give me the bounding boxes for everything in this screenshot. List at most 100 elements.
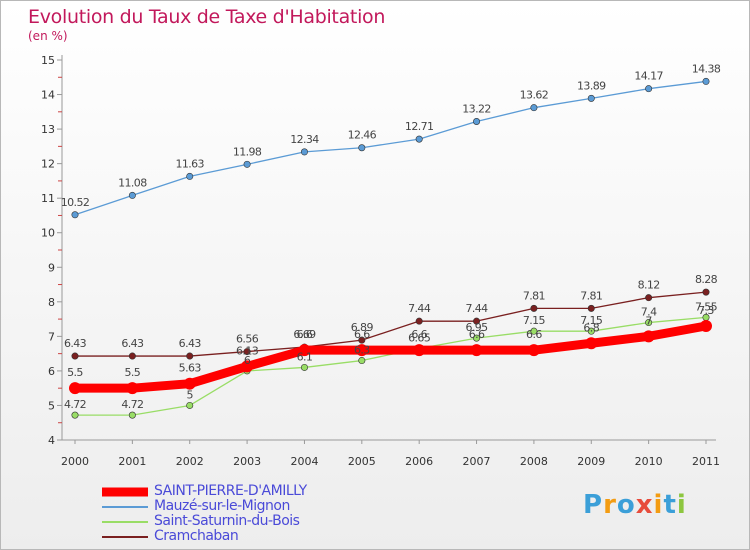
data-label: 5.5 (67, 366, 83, 379)
data-point (355, 344, 368, 357)
data-label: 8.12 (638, 279, 660, 292)
data-point (183, 377, 196, 390)
data-point (71, 211, 79, 219)
data-label: 6 (244, 354, 251, 367)
legend: SAINT-PIERRE-D'AMILLY Mauzé-sur-le-Migno… (100, 484, 307, 544)
data-point (243, 160, 251, 168)
data-label: 6.3 (354, 344, 370, 357)
data-point (186, 172, 194, 180)
data-point (527, 344, 540, 357)
data-label: 6.43 (121, 337, 144, 350)
y-tick-label: 12 (41, 158, 55, 171)
data-label: 6.8 (583, 321, 599, 334)
data-point (645, 85, 653, 93)
data-label: 6.43 (179, 337, 202, 350)
data-label: 6.95 (465, 321, 488, 334)
data-point (241, 360, 254, 373)
data-label: 6.43 (64, 337, 87, 350)
data-point (415, 317, 423, 325)
y-tick-label: 7 (48, 330, 55, 343)
data-point (642, 330, 655, 343)
data-point (530, 304, 538, 312)
data-point (587, 304, 595, 312)
data-label: 11.98 (233, 145, 262, 158)
chart-subtitle: (en %) (28, 29, 68, 43)
data-point (587, 94, 595, 102)
legend-label: Saint-Saturnin-du-Bois (154, 513, 300, 529)
data-label: 13.89 (577, 79, 606, 92)
data-point (298, 344, 311, 357)
data-label: 7.15 (523, 314, 546, 327)
data-point (530, 104, 538, 112)
data-label: 13.62 (520, 89, 549, 102)
data-label: 6.6 (469, 328, 485, 341)
data-point (128, 191, 136, 199)
x-tick-label: 2002 (176, 455, 204, 468)
y-tick-label: 6 (48, 365, 55, 378)
logo-letter: x (635, 490, 654, 520)
data-label: 7 (645, 314, 652, 327)
data-label: 6.13 (236, 344, 259, 357)
data-label: 6.6 (297, 328, 313, 341)
series-line (70, 321, 711, 393)
data-point (358, 144, 366, 152)
data-point (470, 344, 483, 357)
x-tick-label: 2011 (692, 455, 720, 468)
data-point (358, 357, 366, 365)
data-label: 6.6 (526, 328, 542, 341)
data-label: 12.34 (290, 133, 319, 146)
logo-letter: i (676, 490, 687, 520)
data-label: 6.56 (236, 333, 259, 346)
legend-swatch-saint-saturnin (102, 521, 148, 523)
y-tick-label: 14 (41, 89, 55, 102)
x-tick-label: 2000 (61, 455, 89, 468)
data-label: 14.17 (634, 70, 663, 83)
y-tick-label: 13 (41, 123, 55, 136)
data-label: 10.52 (61, 196, 90, 209)
data-point (128, 411, 136, 419)
data-point (700, 320, 712, 332)
data-point (243, 348, 251, 356)
y-tick-label: 8 (48, 296, 55, 309)
data-label: 11.08 (118, 176, 147, 189)
data-point (473, 317, 481, 325)
data-label: 7.55 (695, 300, 718, 313)
logo-letter: P (583, 490, 604, 520)
y-tick-label: 9 (48, 261, 55, 274)
data-label: 7.81 (523, 289, 545, 302)
legend-label: Mauzé-sur-le-Mignon (154, 498, 290, 514)
data-label: 7.3 (698, 304, 714, 317)
series-line (74, 291, 707, 357)
series-line (74, 80, 707, 216)
series-line (74, 316, 707, 416)
data-point (473, 117, 481, 125)
data-label: 5 (187, 388, 194, 401)
logo-letter: t (663, 490, 677, 520)
x-tick-label: 2006 (405, 455, 433, 468)
data-point (126, 382, 139, 395)
x-tick-label: 2009 (577, 455, 605, 468)
data-label: 5.63 (179, 362, 202, 375)
data-label: 6.69 (293, 328, 316, 341)
data-label: 4.72 (64, 398, 86, 411)
legend-label: SAINT-PIERRE-D'AMILLY (154, 483, 307, 499)
x-tick-label: 2010 (635, 455, 663, 468)
data-label: 7.44 (408, 302, 431, 315)
proxiti-logo: Proxiti (583, 490, 687, 520)
y-tick-label: 4 (48, 434, 55, 447)
data-label: 7.81 (580, 289, 602, 302)
y-tick-label: 10 (41, 227, 55, 240)
data-point (71, 411, 79, 419)
x-tick-label: 2003 (233, 455, 261, 468)
data-label: 14.38 (692, 62, 721, 75)
data-label: 7.4 (641, 306, 657, 319)
data-label: 6.6 (354, 328, 370, 341)
x-tick-label: 2001 (118, 455, 146, 468)
legend-swatch-saint-pierre (102, 487, 148, 497)
legend-item: SAINT-PIERRE-D'AMILLY (100, 484, 307, 499)
legend-item: Mauzé-sur-le-Mignon (100, 499, 307, 514)
data-point (186, 401, 194, 409)
logo-letter: r (603, 490, 617, 520)
